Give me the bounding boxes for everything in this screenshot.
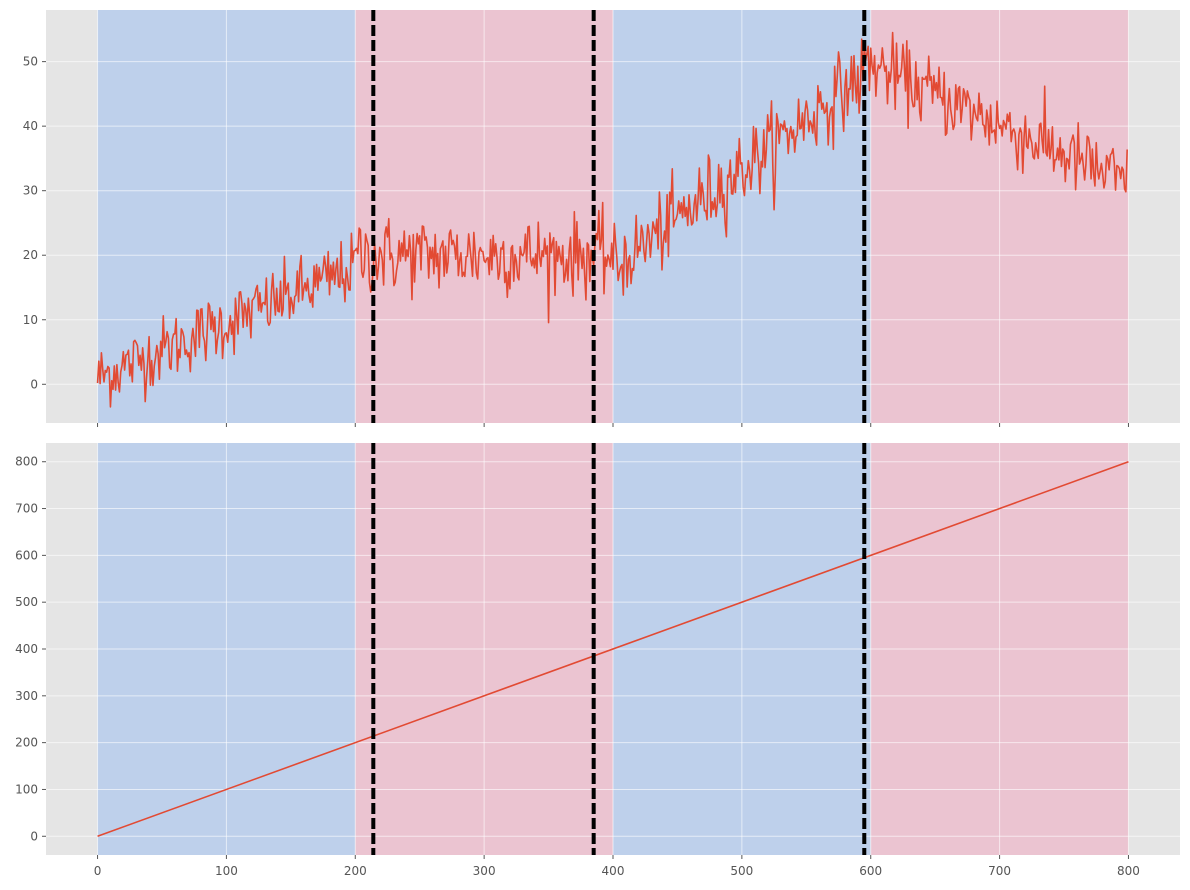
x-tick-label: 500 — [730, 864, 753, 878]
series-line-1 — [96, 31, 1128, 408]
x-tick-label: 400 — [602, 864, 625, 878]
x-tick-label: 600 — [859, 864, 882, 878]
x-tick-label: 0 — [94, 864, 102, 878]
x-tick-label: 100 — [215, 864, 238, 878]
x-tick-label: 800 — [1117, 864, 1140, 878]
y-tick-label: 30 — [23, 184, 38, 198]
y-tick-label: 800 — [15, 455, 38, 469]
y-tick-label: 400 — [15, 642, 38, 656]
y-tick-label: 0 — [30, 377, 38, 391]
y-tick-label: 200 — [15, 736, 38, 750]
x-tick-label: 700 — [988, 864, 1011, 878]
panel-2: 0 100 200 300 400 500 600 700 800 0 100 200 300 400 50… — [15, 443, 1180, 878]
x-tick-label: 200 — [344, 864, 367, 878]
y-tick-label: 40 — [23, 119, 38, 133]
y-tick-label: 700 — [15, 502, 38, 516]
panel-1: 0 10 20 30 40 50 — [23, 10, 1180, 427]
y-tick-label: 50 — [23, 55, 38, 69]
y-tick-label: 20 — [23, 248, 38, 262]
y-tick-label: 0 — [30, 829, 38, 843]
x-tick-label: 300 — [473, 864, 496, 878]
y-tick-label: 10 — [23, 313, 38, 327]
y-tick-label: 300 — [15, 689, 38, 703]
series-line-1 — [97, 460, 1129, 838]
y-tick-label: 100 — [15, 782, 38, 796]
y-tick-label: 600 — [15, 548, 38, 562]
y-tick-label: 500 — [15, 595, 38, 609]
